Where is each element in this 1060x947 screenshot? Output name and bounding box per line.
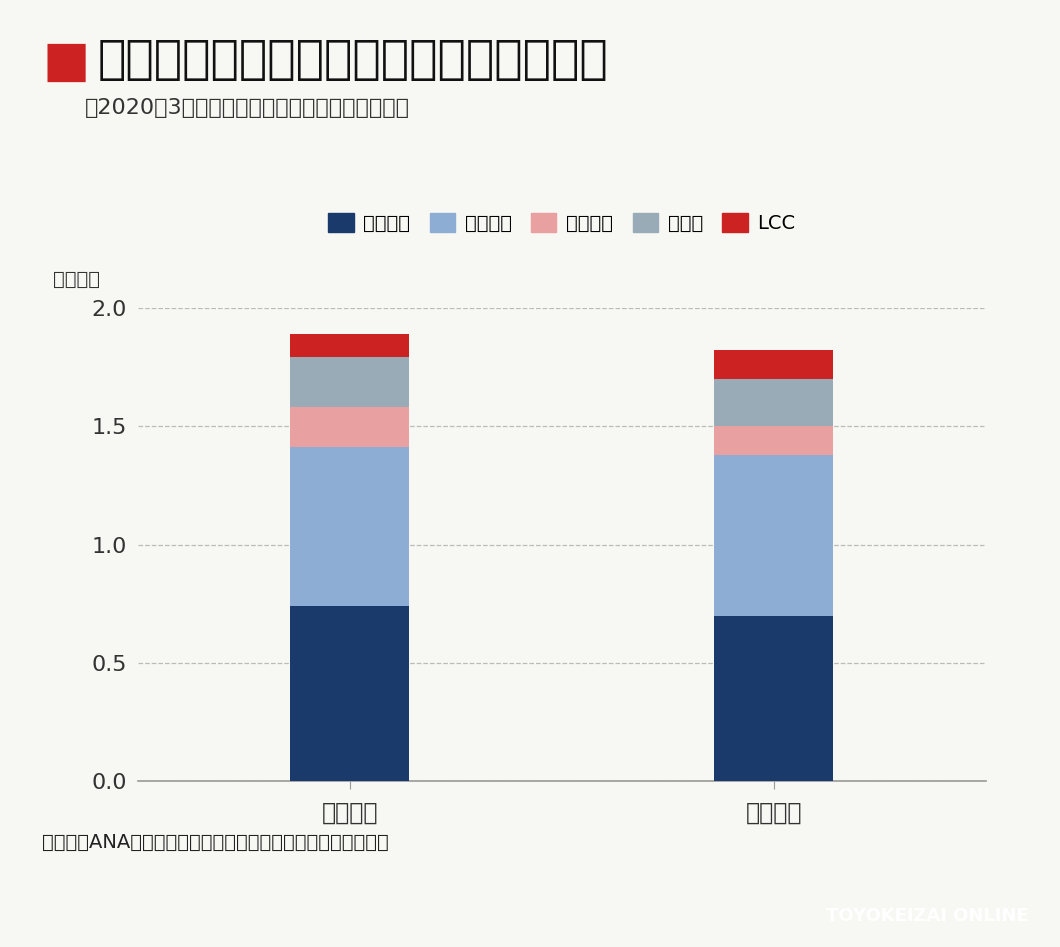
Bar xyxy=(714,455,833,616)
Legend: 国際旅客, 国内旅客, 貨物郵便, その他, LCC: 国際旅客, 国内旅客, 貨物郵便, その他, LCC xyxy=(329,213,795,233)
Text: ■: ■ xyxy=(42,38,90,86)
Text: －2020年3月期の航空事業売上計画と修正予想－: －2020年3月期の航空事業売上計画と修正予想－ xyxy=(85,98,410,117)
Text: TOYOKEIZAI ONLINE: TOYOKEIZAI ONLINE xyxy=(826,907,1028,925)
Text: 米中摩擦や日韓問題など外部要因が逆風: 米中摩擦や日韓問題など外部要因が逆風 xyxy=(98,38,608,83)
Bar xyxy=(714,426,833,455)
Text: （出所）ANAホールディングスの決算資料を基に東洋経済作成: （出所）ANAホールディングスの決算資料を基に東洋経済作成 xyxy=(42,833,389,852)
Bar xyxy=(290,357,409,407)
Bar xyxy=(290,333,409,357)
Bar xyxy=(714,616,833,781)
Bar xyxy=(290,606,409,781)
Bar xyxy=(714,350,833,379)
Bar xyxy=(290,447,409,606)
Bar xyxy=(290,407,409,447)
Bar xyxy=(714,379,833,426)
Text: （兆円）: （兆円） xyxy=(53,270,100,289)
